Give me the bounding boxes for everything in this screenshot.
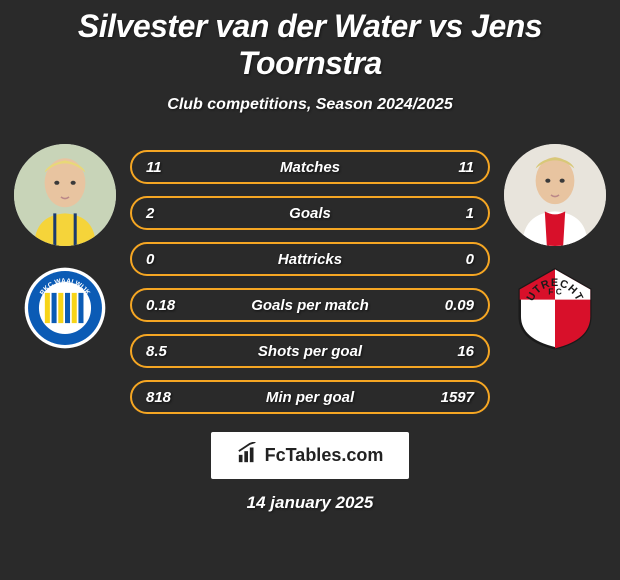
- club-left-badge: RKC WAALWIJK: [23, 266, 107, 350]
- left-side: RKC WAALWIJK: [10, 144, 120, 350]
- page-title: Silvester van der Water vs Jens Toornstr…: [10, 0, 610, 82]
- subtitle: Club competitions, Season 2024/2025: [10, 96, 610, 114]
- stat-left-value: 0: [146, 251, 154, 268]
- stat-right-value: 1597: [441, 389, 474, 406]
- stat-row: 11 Matches 11: [130, 150, 490, 184]
- stat-label: Goals: [289, 205, 331, 222]
- stats-column: 11 Matches 11 2 Goals 1 0 Hattricks 0 0.18 Goals p…: [130, 144, 490, 414]
- player-right-avatar: [504, 144, 606, 246]
- stat-left-value: 11: [146, 159, 162, 176]
- player-left-avatar: [14, 144, 116, 246]
- stat-label: Shots per goal: [258, 343, 362, 360]
- stat-right-value: 16: [457, 343, 474, 360]
- stat-label: Min per goal: [266, 389, 354, 406]
- stat-right-value: 0: [466, 251, 474, 268]
- stat-label: Hattricks: [278, 251, 342, 268]
- stat-right-value: 11: [458, 159, 474, 176]
- comparison-card: Silvester van der Water vs Jens Toornstr…: [0, 0, 620, 580]
- chart-icon: [237, 442, 259, 469]
- stat-left-value: 0.18: [146, 297, 175, 314]
- stat-right-value: 0.09: [445, 297, 474, 314]
- stat-left-value: 818: [146, 389, 171, 406]
- club-right-badge: UTRECHT F C: [513, 266, 597, 350]
- stat-right-value: 1: [466, 205, 474, 222]
- stat-row: 2 Goals 1: [130, 196, 490, 230]
- date-text: 14 january 2025: [247, 493, 374, 513]
- right-side: UTRECHT F C: [500, 144, 610, 350]
- stat-row: 0 Hattricks 0: [130, 242, 490, 276]
- stat-label: Goals per match: [251, 297, 369, 314]
- stat-row: 8.5 Shots per goal 16: [130, 334, 490, 368]
- stat-row: 818 Min per goal 1597: [130, 380, 490, 414]
- stat-left-value: 8.5: [146, 343, 167, 360]
- svg-text:F C: F C: [548, 287, 562, 297]
- brand-text: FcTables.com: [265, 445, 384, 466]
- main-content: RKC WAALWIJK 11 Matches 11 2 Goals 1 0 Hattrick…: [10, 144, 610, 414]
- stat-left-value: 2: [146, 205, 154, 222]
- stat-row: 0.18 Goals per match 0.09: [130, 288, 490, 322]
- footer: FcTables.com 14 january 2025: [10, 432, 610, 513]
- brand-badge[interactable]: FcTables.com: [211, 432, 410, 479]
- stat-label: Matches: [280, 159, 340, 176]
